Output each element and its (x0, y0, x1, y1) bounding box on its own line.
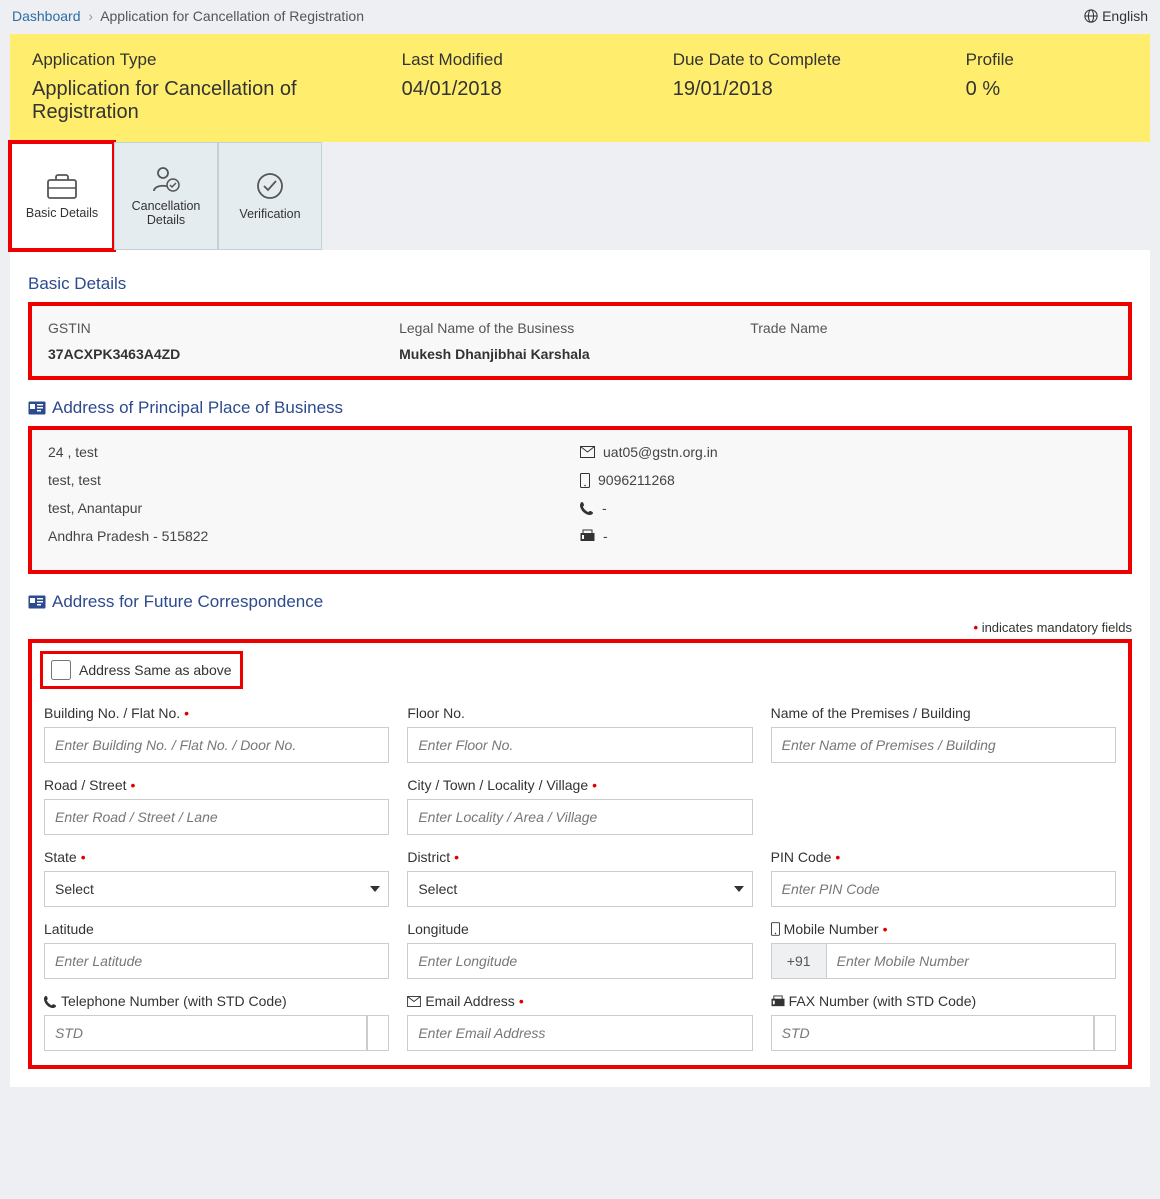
check-circle-icon (255, 171, 285, 201)
building-label: Building No. / Flat No. (44, 705, 180, 721)
fax-icon (580, 529, 595, 543)
tel-std-input[interactable] (44, 1015, 367, 1051)
envelope-icon (580, 446, 595, 458)
building-input[interactable] (44, 727, 389, 763)
top-bar: Dashboard › Application for Cancellation… (0, 0, 1160, 34)
last-modified-value: 04/01/2018 (402, 78, 665, 101)
fax-std-input[interactable] (771, 1015, 1094, 1051)
road-input[interactable] (44, 799, 389, 835)
longitude-label: Longitude (407, 921, 469, 937)
latitude-label: Latitude (44, 921, 94, 937)
mandatory-note: • indicates mandatory fields (28, 620, 1132, 635)
premises-label: Name of the Premises / Building (771, 705, 971, 721)
district-select[interactable]: Select (407, 871, 752, 907)
addr-line1: 24 , test (48, 444, 580, 460)
fax-icon (771, 995, 785, 1008)
tab-label: Verification (239, 207, 300, 221)
person-check-icon (150, 165, 182, 193)
email-label: Email Address (425, 993, 514, 1009)
trade-name-label: Trade Name (750, 320, 1101, 336)
last-modified-label: Last Modified (402, 50, 665, 70)
gstin-label: GSTIN (48, 320, 399, 336)
language-label: English (1102, 8, 1148, 24)
mobile-prefix: +91 (771, 943, 826, 979)
pin-input[interactable] (771, 871, 1116, 907)
breadcrumb: Dashboard › Application for Cancellation… (12, 8, 364, 24)
principal-address-box: 24 , test test, test test, Anantapur And… (28, 426, 1132, 574)
breadcrumb-current: Application for Cancellation of Registra… (100, 8, 364, 24)
mobile-label: Mobile Number (784, 921, 879, 937)
profile-value: 0 % (966, 78, 1152, 101)
breadcrumb-sep: › (88, 8, 93, 24)
briefcase-icon (46, 172, 78, 200)
app-type-value: Application for Cancellation of Registra… (32, 78, 394, 124)
fax-input[interactable] (1094, 1015, 1116, 1051)
mobile-row: 9096211268 (580, 472, 1112, 488)
address-card-icon (28, 401, 46, 415)
phone-icon (580, 501, 594, 515)
mobile-input[interactable] (826, 943, 1116, 979)
tab-cancellation-details[interactable]: Cancellation Details (114, 142, 218, 250)
future-address-form: Address Same as above Building No. / Fla… (28, 639, 1132, 1069)
phone-icon (44, 995, 57, 1008)
legal-name-value: Mukesh Dhanjibhai Karshala (399, 346, 750, 362)
floor-input[interactable] (407, 727, 752, 763)
fax-label: FAX Number (with STD Code) (789, 993, 977, 1009)
summary-bar: Application Type Application for Cancell… (10, 34, 1150, 142)
legal-name-label: Legal Name of the Business (399, 320, 750, 336)
basic-details-box: GSTIN 37ACXPK3463A4ZD Legal Name of the … (28, 302, 1132, 380)
city-input[interactable] (407, 799, 752, 835)
addr-line2: test, test (48, 472, 580, 488)
address-card-icon (28, 595, 46, 609)
addr-line4: Andhra Pradesh - 515822 (48, 528, 580, 544)
language-selector[interactable]: English (1084, 8, 1148, 24)
same-as-above-label: Address Same as above (79, 662, 232, 678)
globe-icon (1084, 9, 1098, 23)
city-label: City / Town / Locality / Village (407, 777, 588, 793)
email-input[interactable] (407, 1015, 752, 1051)
breadcrumb-home-link[interactable]: Dashboard (12, 8, 81, 24)
email-row: uat05@gstn.org.in (580, 444, 1112, 460)
district-label: District (407, 849, 450, 865)
gstin-value: 37ACXPK3463A4ZD (48, 346, 399, 362)
profile-label: Profile (966, 50, 1152, 70)
principal-address-title: Address of Principal Place of Business (28, 398, 1132, 418)
tab-label: Cancellation Details (119, 199, 213, 227)
state-label: State (44, 849, 77, 865)
longitude-input[interactable] (407, 943, 752, 979)
tab-basic-details[interactable]: Basic Details (10, 142, 114, 250)
due-date-value: 19/01/2018 (673, 78, 958, 101)
tab-label: Basic Details (26, 206, 98, 220)
app-type-label: Application Type (32, 50, 394, 70)
premises-input[interactable] (771, 727, 1116, 763)
future-address-title: Address for Future Correspondence (28, 592, 1132, 612)
envelope-icon (407, 996, 421, 1007)
telephone-label: Telephone Number (with STD Code) (61, 993, 287, 1009)
mobile-icon (771, 922, 780, 936)
tab-strip: Basic Details Cancellation Details Verif… (10, 142, 1150, 250)
state-select[interactable]: Select (44, 871, 389, 907)
content-panel: Basic Details GSTIN 37ACXPK3463A4ZD Lega… (10, 250, 1150, 1087)
latitude-input[interactable] (44, 943, 389, 979)
same-as-above-checkbox[interactable] (51, 660, 71, 680)
basic-details-title: Basic Details (28, 274, 1132, 294)
due-date-label: Due Date to Complete (673, 50, 958, 70)
floor-label: Floor No. (407, 705, 465, 721)
road-label: Road / Street (44, 777, 127, 793)
pin-label: PIN Code (771, 849, 832, 865)
same-as-above-wrapper: Address Same as above (40, 651, 243, 689)
addr-line3: test, Anantapur (48, 500, 580, 516)
telephone-row: - (580, 500, 1112, 516)
mobile-icon (580, 473, 590, 488)
fax-row: - (580, 528, 1112, 544)
tab-verification[interactable]: Verification (218, 142, 322, 250)
tel-input[interactable] (367, 1015, 389, 1051)
